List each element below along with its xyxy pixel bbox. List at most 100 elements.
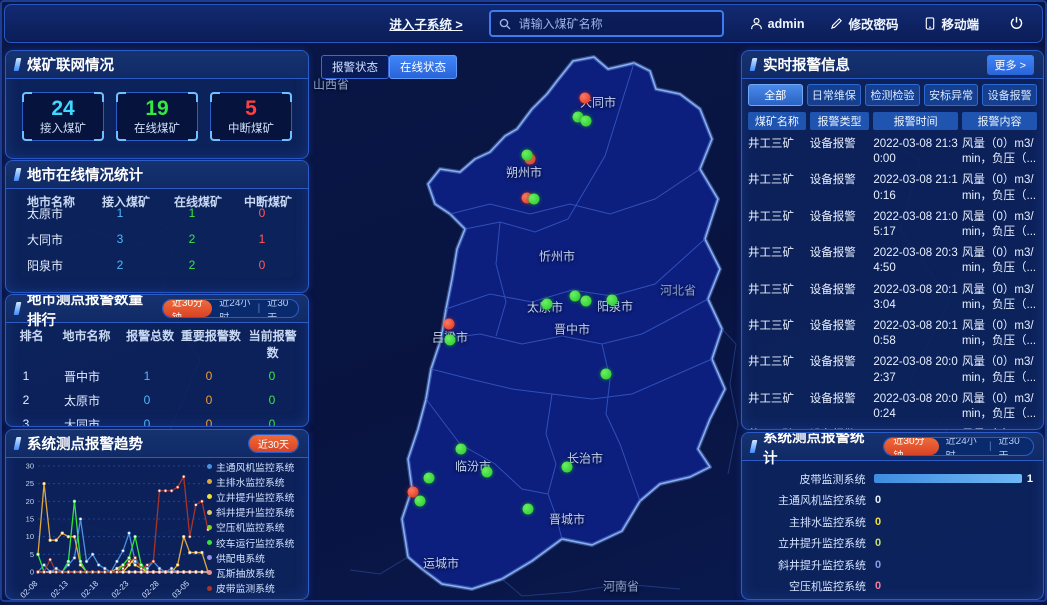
table-cell: 0 <box>176 417 242 427</box>
province-label: 河北省 <box>660 282 696 299</box>
legend-item[interactable]: 供配电系统 <box>207 550 303 565</box>
column-header: 报警总数 <box>122 327 179 361</box>
time-tab[interactable]: 近30天 <box>249 435 298 452</box>
alarm-mine-name: 井工三矿 <box>748 283 806 298</box>
mine-marker-online[interactable] <box>607 295 618 306</box>
table-cell: 0 <box>176 369 242 383</box>
mine-marker-online[interactable] <box>529 194 540 205</box>
mine-search-box[interactable] <box>489 10 724 37</box>
province-map: 山西省大同市朔州市忻州市太原市阳泉市河北省晋中市吕梁市临汾市长治市晋城市运城市河… <box>310 44 741 600</box>
alarm-content: 风量（0）m3/min，负压（... <box>962 319 1037 349</box>
table-cell: 1 <box>156 206 228 220</box>
system-name: 立井提升监控系统 <box>742 535 875 551</box>
change-password-button[interactable]: 修改密码 <box>830 14 898 33</box>
legend-dot-icon <box>207 586 212 591</box>
alarm-tab[interactable]: 设备报警 <box>982 84 1037 106</box>
legend-dot-icon <box>207 479 212 484</box>
mine-marker-online[interactable] <box>570 291 581 302</box>
mine-marker-online[interactable] <box>456 444 467 455</box>
corner-decoration <box>116 92 126 102</box>
power-icon[interactable] <box>1009 16 1024 31</box>
legend-label: 斜井提升监控系统 <box>216 505 294 519</box>
alarm-type: 设备报警 <box>810 137 870 152</box>
username: admin <box>768 17 805 31</box>
legend-label: 瓦斯抽放系统 <box>216 566 275 580</box>
time-tab[interactable]: 近30天 <box>260 299 298 318</box>
alarm-status-button[interactable]: 报警状态 <box>321 55 389 79</box>
mine-marker-online[interactable] <box>562 462 573 473</box>
legend-item[interactable]: 瓦斯抽放系统 <box>207 565 303 580</box>
table-cell: 0 <box>242 369 302 383</box>
enter-subsystem-link[interactable]: 进入子系统 > <box>389 14 462 33</box>
legend-dot-icon <box>207 555 212 560</box>
top-bar: 进入子系统 > admin 修改密码 移动端 <box>4 4 1043 43</box>
stat-value: 19 <box>145 98 168 119</box>
legend-item[interactable]: 立井提升监控系统 <box>207 489 303 504</box>
legend-item[interactable]: 空压机监控系统 <box>207 520 303 535</box>
time-tab[interactable]: 近30分钟 <box>884 438 938 455</box>
alarm-tab[interactable]: 安标异常 <box>924 84 979 106</box>
alarm-time: 2022-03-08 20:02:37 <box>873 355 958 385</box>
mobile-button[interactable]: 移动端 <box>924 14 979 33</box>
city-label: 晋城市 <box>549 511 585 528</box>
time-tab[interactable]: 近24小时 <box>939 437 989 456</box>
table-cell: 3 <box>84 232 156 246</box>
mine-marker-online[interactable] <box>482 467 493 478</box>
mine-marker-online[interactable] <box>445 335 456 346</box>
mine-marker-online[interactable] <box>424 473 435 484</box>
legend-item[interactable]: 斜井提升监控系统 <box>207 505 303 520</box>
pencil-icon <box>830 17 843 30</box>
time-tab[interactable]: 近24小时 <box>212 299 257 318</box>
mine-marker-offline[interactable] <box>444 319 455 330</box>
time-tab[interactable]: 近30天 <box>992 437 1033 456</box>
title-marker-icon <box>750 58 758 71</box>
search-input[interactable] <box>517 16 714 32</box>
city-label: 运城市 <box>423 555 459 572</box>
alarm-time: 2022-03-08 20:10:58 <box>873 319 958 349</box>
alarm-mine-name: 井工三矿 <box>748 173 806 188</box>
svg-text:02-08: 02-08 <box>19 579 40 600</box>
city-label: 朔州市 <box>506 164 542 181</box>
online-status-button[interactable]: 在线状态 <box>389 55 457 79</box>
mine-marker-offline[interactable] <box>580 93 591 104</box>
alarm-content: 风量（0）m3/min，负压（... <box>962 392 1037 422</box>
alarm-mine-name: 井工三矿 <box>748 392 806 407</box>
svg-text:02-18: 02-18 <box>79 579 100 600</box>
user-menu[interactable]: admin <box>750 17 805 31</box>
more-button[interactable]: 更多 > <box>987 55 1034 75</box>
mine-marker-online[interactable] <box>415 496 426 507</box>
city-label: 长治市 <box>567 450 603 467</box>
legend-item[interactable]: 主排水监控系统 <box>207 474 303 489</box>
mine-marker-online[interactable] <box>581 116 592 127</box>
system-stat-row: 绞车运行监控系统0 <box>742 597 1033 600</box>
legend-item[interactable]: 绞车运行监控系统 <box>207 535 303 550</box>
alarm-tab[interactable]: 检测检验 <box>865 84 920 106</box>
panel-title: 系统测点报警统计 <box>763 432 869 468</box>
time-tab[interactable]: 近30分钟 <box>163 300 212 317</box>
alarm-tab[interactable]: 全部 <box>748 84 803 106</box>
svg-text:30: 30 <box>26 462 34 471</box>
mine-marker-online[interactable] <box>601 369 612 380</box>
legend-label: 供配电系统 <box>216 551 265 565</box>
legend-label: 主通风机监控系统 <box>216 460 294 474</box>
table-cell: 0 <box>118 417 176 427</box>
mine-marker-online[interactable] <box>523 504 534 515</box>
table-cell: 2 <box>84 258 156 272</box>
corner-decoration <box>282 92 292 102</box>
alarm-tab[interactable]: 日常维保 <box>807 84 862 106</box>
mine-marker-online[interactable] <box>522 150 533 161</box>
legend-item[interactable]: 主通风机监控系统 <box>207 459 303 474</box>
stat-value: 0 <box>875 494 881 506</box>
mine-marker-online[interactable] <box>581 296 592 307</box>
mine-marker-online[interactable] <box>542 299 553 310</box>
legend-item[interactable]: 皮带监测系统 <box>207 581 303 596</box>
column-header: 报警内容 <box>962 112 1037 130</box>
table-cell: 0 <box>118 393 176 407</box>
table-cell: 太原市 <box>46 392 118 409</box>
